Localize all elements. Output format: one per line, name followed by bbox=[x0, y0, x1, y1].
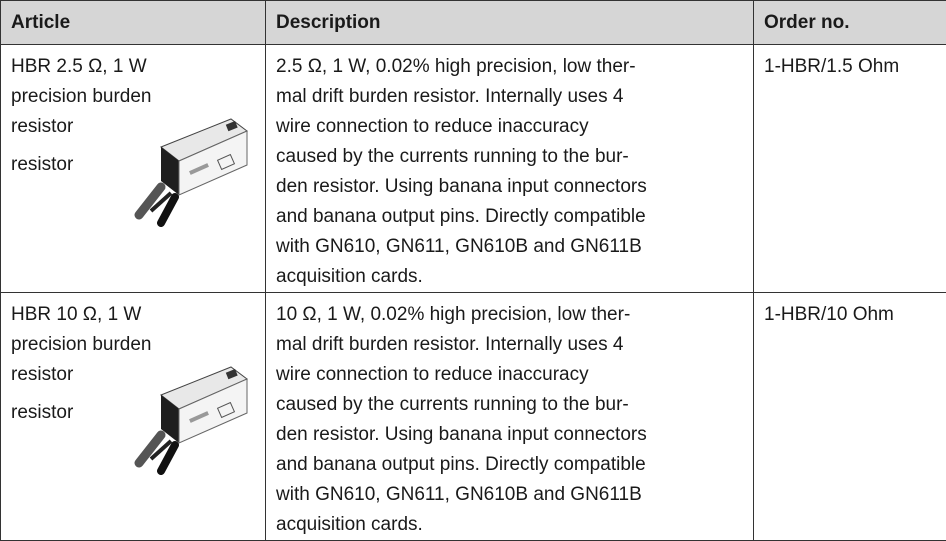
description-cell: 10 Ω, 1 W, 0.02% high precision, low the… bbox=[266, 293, 754, 541]
order-number: 1-HBR/1.5 Ohm bbox=[764, 52, 936, 82]
description-line: acquisition cards. bbox=[276, 510, 743, 540]
product-image bbox=[131, 357, 251, 475]
order-number: 1-HBR/10 Ohm bbox=[764, 300, 936, 330]
header-cell: Description bbox=[266, 1, 754, 45]
description-cell: 2.5 Ω, 1 W, 0.02% high precision, low th… bbox=[266, 45, 754, 293]
header-row: Article Description Order no. bbox=[1, 1, 946, 45]
article-line: precision burden bbox=[11, 330, 255, 360]
product-image bbox=[131, 109, 251, 227]
description-line: mal drift burden resistor. Internally us… bbox=[276, 82, 743, 112]
description-line: 2.5 Ω, 1 W, 0.02% high precision, low th… bbox=[276, 52, 743, 82]
order-cell: 1-HBR/10 Ohm bbox=[754, 293, 946, 541]
description-line: and banana output pins. Directly compati… bbox=[276, 202, 743, 232]
description-line: with GN610, GN611, GN610B and GN611B bbox=[276, 232, 743, 262]
article-line: HBR 2.5 Ω, 1 W bbox=[11, 52, 255, 82]
header-cell: Article bbox=[1, 1, 266, 45]
header-cell: Order no. bbox=[754, 1, 946, 45]
description-line: wire connection to reduce inaccuracy bbox=[276, 112, 743, 142]
description-line: wire connection to reduce inaccuracy bbox=[276, 360, 743, 390]
order-cell: 1-HBR/1.5 Ohm bbox=[754, 45, 946, 293]
description-line: with GN610, GN611, GN610B and GN611B bbox=[276, 480, 743, 510]
description-line: den resistor. Using banana input connect… bbox=[276, 420, 743, 450]
description-line: and banana output pins. Directly compati… bbox=[276, 450, 743, 480]
description-line: 10 Ω, 1 W, 0.02% high precision, low the… bbox=[276, 300, 743, 330]
description-line: acquisition cards. bbox=[276, 262, 743, 292]
article-line: precision burden bbox=[11, 82, 255, 112]
description-line: den resistor. Using banana input connect… bbox=[276, 172, 743, 202]
description-line: caused by the currents running to the bu… bbox=[276, 142, 743, 172]
description-line: mal drift burden resistor. Internally us… bbox=[276, 330, 743, 360]
article-line: HBR 10 Ω, 1 W bbox=[11, 300, 255, 330]
description-line: caused by the currents running to the bu… bbox=[276, 390, 743, 420]
